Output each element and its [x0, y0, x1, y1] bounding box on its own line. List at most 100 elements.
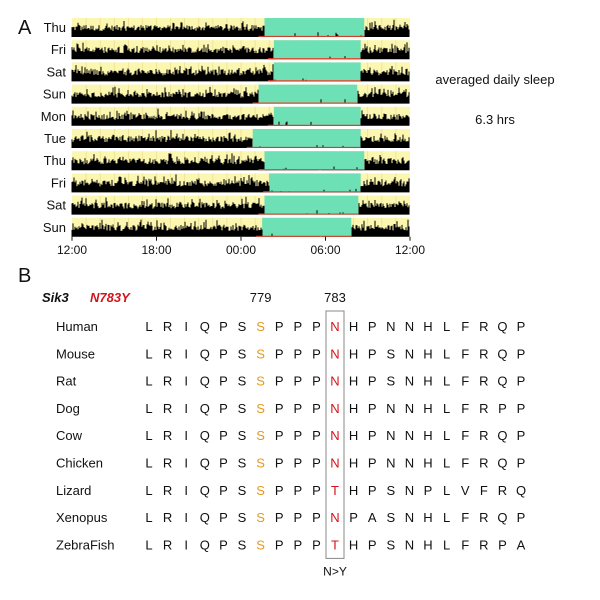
residue: P: [219, 319, 228, 334]
residue: H: [349, 428, 358, 443]
sleep-episode: [273, 62, 361, 82]
species-label: Mouse: [56, 346, 95, 361]
residue: S: [386, 537, 395, 552]
residue: Q: [200, 346, 210, 361]
residue: Q: [497, 456, 507, 471]
residue: R: [479, 537, 488, 552]
residue: R: [498, 483, 507, 498]
residue: Q: [200, 401, 210, 416]
residue: L: [443, 510, 450, 525]
residue: Q: [200, 319, 210, 334]
residue: N: [330, 346, 339, 361]
residue: L: [145, 374, 152, 389]
sleep-episode: [262, 217, 352, 237]
residue: N: [405, 428, 414, 443]
residue: L: [443, 374, 450, 389]
alignment-row: Lizard L R I Q P S S P P P T H P S N P L V F R Q: [56, 483, 526, 498]
residue: P: [293, 428, 302, 443]
residue: L: [443, 319, 450, 334]
species-label: Dog: [56, 401, 80, 416]
x-tick-label: 12:00: [57, 243, 87, 257]
residue: H: [349, 319, 358, 334]
residue: H: [423, 456, 432, 471]
sleep-episode: [264, 18, 365, 37]
residue: I: [184, 401, 188, 416]
residue: P: [368, 374, 377, 389]
residue: S: [256, 537, 265, 552]
residue: S: [256, 483, 265, 498]
residue: L: [443, 537, 450, 552]
residue: P: [517, 319, 526, 334]
x-tick-label: 18:00: [141, 243, 171, 257]
residue: S: [386, 483, 395, 498]
residue: P: [312, 346, 321, 361]
residue: R: [479, 428, 488, 443]
residue: P: [517, 456, 526, 471]
residue: N: [386, 428, 395, 443]
residue: P: [219, 456, 228, 471]
actogram-row: Fri: [51, 40, 410, 60]
actogram-row: Mon: [41, 106, 410, 126]
residue: I: [184, 483, 188, 498]
residue: L: [443, 401, 450, 416]
residue: L: [443, 428, 450, 443]
residue: S: [386, 374, 395, 389]
mutation-column-box: [325, 310, 345, 559]
residue: Q: [497, 346, 507, 361]
residue: I: [184, 319, 188, 334]
residue: P: [368, 401, 377, 416]
day-label: Fri: [51, 175, 66, 190]
residue: N: [405, 319, 414, 334]
residue: P: [424, 483, 433, 498]
residue: N: [405, 510, 414, 525]
residue: P: [275, 510, 284, 525]
residue: Q: [200, 483, 210, 498]
residue: R: [163, 374, 172, 389]
residue: P: [219, 401, 228, 416]
actogram-row: Sun: [43, 84, 410, 104]
residue: N: [330, 401, 339, 416]
residue: S: [238, 510, 247, 525]
residue: N: [386, 456, 395, 471]
day-label: Mon: [41, 109, 66, 124]
day-label: Sat: [46, 198, 66, 213]
averaged-sleep-label: averaged daily sleep: [435, 72, 554, 87]
mutation-name: N783Y: [90, 290, 131, 305]
residue: P: [349, 510, 358, 525]
residue: P: [275, 401, 284, 416]
residue: P: [312, 510, 321, 525]
residue: Q: [516, 483, 526, 498]
residue: P: [368, 428, 377, 443]
residue: N: [405, 456, 414, 471]
residue: P: [293, 374, 302, 389]
residue: N: [405, 374, 414, 389]
alignment-row: Human L R I Q P S S P P P N H P N N H L F R Q P: [56, 319, 525, 334]
alignment-row: Chicken L R I Q P S S P P P N H P N N H L F R Q P: [56, 456, 525, 471]
sleep-episode: [264, 195, 359, 215]
residue: P: [517, 401, 526, 416]
species-label: Rat: [56, 374, 77, 389]
residue: N: [386, 401, 395, 416]
residue: P: [293, 483, 302, 498]
residue: H: [349, 346, 358, 361]
sleep-episode: [264, 151, 365, 171]
residue: V: [461, 483, 470, 498]
residue: F: [461, 374, 469, 389]
sleep-episode: [273, 106, 361, 126]
residue: P: [498, 401, 507, 416]
residue: R: [163, 510, 172, 525]
residue: P: [275, 374, 284, 389]
residue: A: [368, 510, 377, 525]
residue: L: [145, 401, 152, 416]
residue: H: [423, 401, 432, 416]
alignment-row: Dog L R I Q P S S P P P N H P N N H L F R P P: [56, 401, 525, 416]
panel-a-letter: A: [18, 17, 32, 39]
residue: R: [163, 401, 172, 416]
x-tick-label: 06:00: [310, 243, 340, 257]
gene-name: Sik3: [42, 290, 70, 305]
residue: P: [368, 319, 377, 334]
residue: L: [145, 319, 152, 334]
residue: R: [479, 346, 488, 361]
